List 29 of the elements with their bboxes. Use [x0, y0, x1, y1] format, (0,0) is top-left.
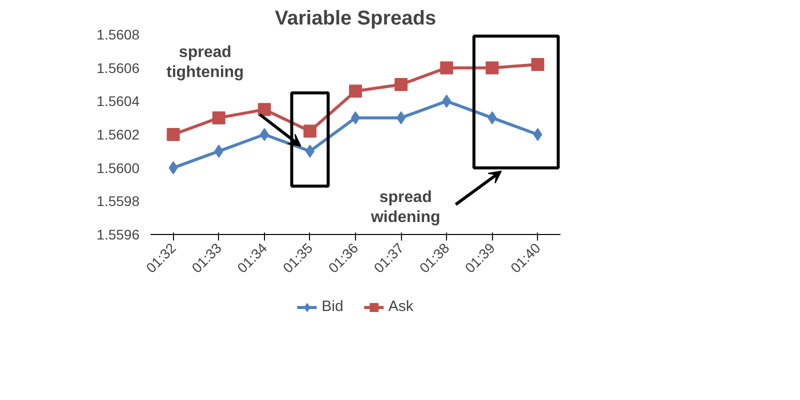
point	[214, 144, 224, 158]
y-tick-label: 1.5604	[96, 93, 140, 110]
point	[166, 128, 180, 141]
y-tick-label: 1.5606	[96, 60, 140, 76]
point	[396, 111, 406, 124]
point	[394, 78, 408, 91]
point	[533, 128, 542, 141]
point	[488, 111, 497, 124]
point	[531, 58, 544, 71]
point	[486, 61, 499, 74]
point	[212, 111, 226, 124]
annotation: spread tightening	[166, 44, 244, 82]
y-tick-label: 1.5600	[96, 160, 140, 176]
annotation: spread widening	[370, 188, 440, 226]
point	[168, 161, 178, 174]
legend-label: Ask	[388, 298, 414, 315]
y-tick-label: 1.5596	[96, 226, 140, 242]
point	[258, 103, 271, 116]
y-tick-label: 1.5602	[96, 126, 140, 142]
point	[303, 124, 316, 138]
point	[349, 84, 362, 98]
point	[260, 128, 269, 141]
y-tick-label: 1.5598	[96, 193, 140, 210]
point	[305, 144, 314, 158]
point	[442, 94, 452, 108]
point	[440, 61, 454, 74]
chart-title: Variable Spreads	[274, 8, 436, 30]
y-tick-label: 1.5608	[96, 26, 140, 42]
legend-label: Bid	[322, 298, 344, 315]
